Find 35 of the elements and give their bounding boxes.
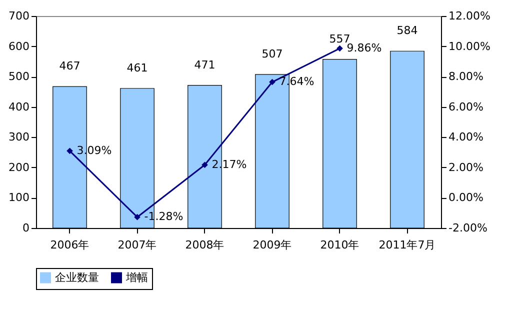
point [134,214,140,220]
point [202,162,208,168]
data-label: 467 [59,60,80,73]
legend-label: 增幅 [125,270,148,284]
point [66,148,73,154]
data-label: 471 [194,58,216,72]
data-label: 584 [396,24,418,38]
x-tick-label: 2007年 [118,238,157,252]
x-tick-label: 2011年7月 [378,238,436,252]
point [336,45,343,52]
y-tick-label: 400 [8,100,30,114]
x-tick-label: 2009年 [252,238,292,252]
y-tick-label: 200 [8,160,30,174]
legend-label: 企业数量 [55,270,99,284]
y2-tick-label: 4.00% [448,130,484,144]
x-tick-label: 2006年 [50,238,90,252]
y-tick-label: 700 [8,10,30,22]
y2-tick-label: 2.00% [448,160,484,174]
y2-tick-label: 6.00% [448,100,484,114]
x-tick-label: 2008年 [185,238,224,252]
data-label: 507 [262,47,283,60]
y-tick-label: 0 [22,222,30,234]
y2-tick-label: 0.00% [448,191,484,204]
point [269,78,276,86]
y-tick-label: 100 [8,191,30,204]
x-tick-label: 2010年 [320,238,360,252]
y-tick-label: 600 [8,40,30,53]
data-label: 9.86% [346,41,382,54]
y2-tick-label: -2.00% [448,222,488,234]
y2-tick-label: 10.00% [448,40,490,53]
y-tick-label: 300 [8,130,30,144]
y2-tick-label: 12.00% [448,10,490,22]
y-tick-label: 500 [8,70,30,84]
data-label: 461 [126,61,148,74]
y2-tick-label: 8.00% [448,70,484,84]
